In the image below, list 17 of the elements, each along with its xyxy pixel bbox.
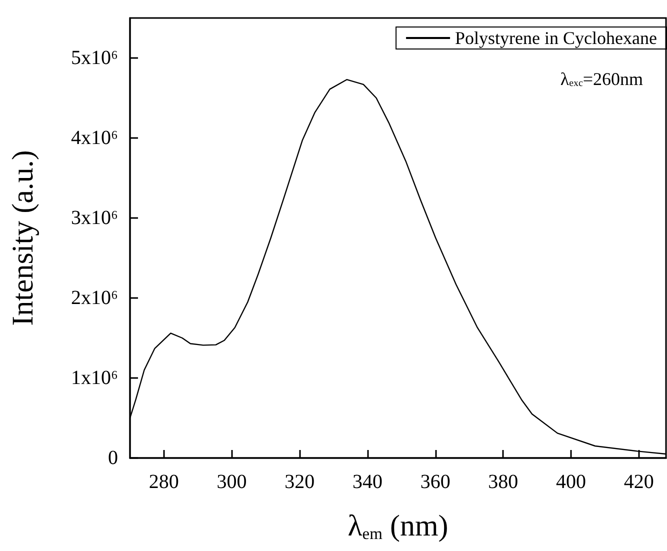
y-tick-label: 5x10⁶ bbox=[71, 47, 118, 69]
x-tick-label: 280 bbox=[148, 471, 179, 493]
x-tick-label: 300 bbox=[216, 471, 247, 493]
x-tick-label: 380 bbox=[488, 471, 518, 493]
y-tick-label: 2x10⁶ bbox=[71, 287, 118, 309]
legend-label: Polystyrene in Cyclohexane bbox=[455, 28, 658, 48]
x-tick-label: 320 bbox=[284, 471, 315, 493]
x-tick-label: 400 bbox=[556, 471, 586, 493]
y-tick-label: 1x10⁶ bbox=[71, 367, 118, 389]
annotation: λexc=260nm bbox=[560, 69, 644, 89]
x-tick-label: 340 bbox=[352, 471, 382, 493]
y-axis-title: Intensity (a.u.) bbox=[6, 150, 40, 326]
x-tick-label: 420 bbox=[624, 471, 654, 493]
x-tick-label: 360 bbox=[420, 471, 450, 493]
y-tick-label: 4x10⁶ bbox=[71, 127, 118, 149]
y-tick-label: 0 bbox=[108, 447, 118, 469]
y-tick-label: 3x10⁶ bbox=[71, 207, 118, 229]
